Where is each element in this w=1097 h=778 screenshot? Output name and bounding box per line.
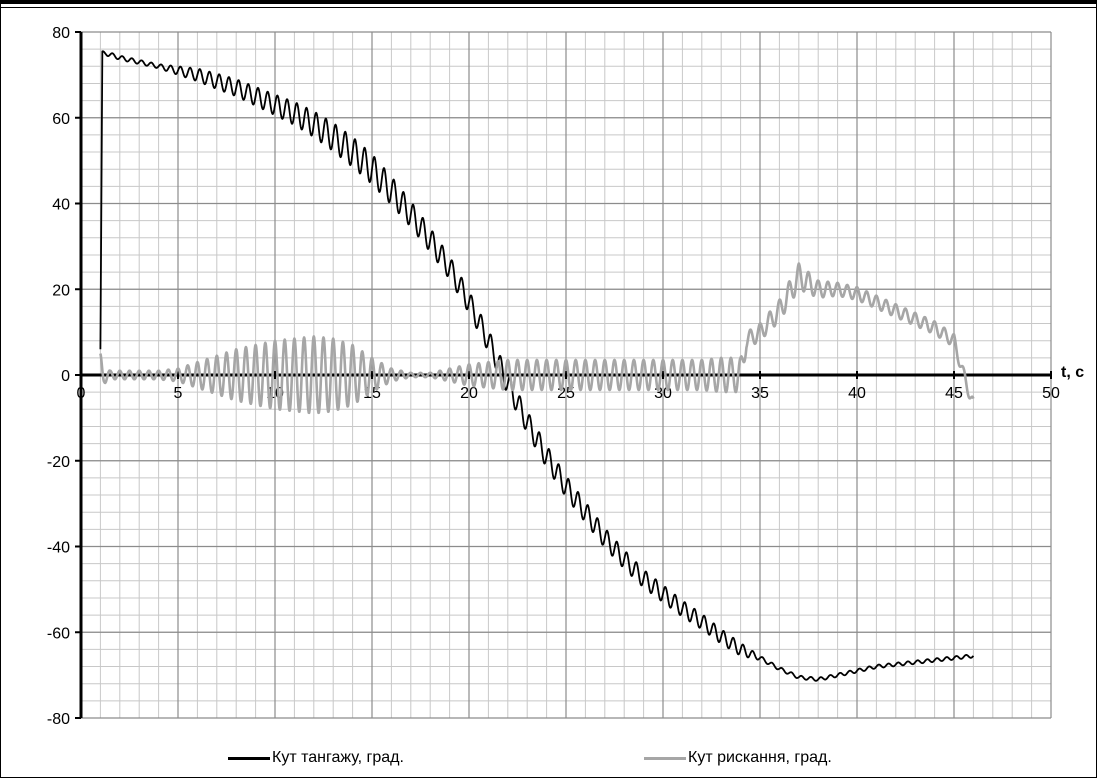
x-axis-title: t, c <box>1061 364 1084 381</box>
legend-swatch-yaw <box>644 756 686 760</box>
legend-swatch-pitch <box>228 756 270 760</box>
x-tick-label: 20 <box>460 385 478 402</box>
x-tick-label: 45 <box>945 385 963 402</box>
legend-item-pitch: Кут тангажу, град. <box>228 746 404 770</box>
legend-label-yaw: Кут рискання, град. <box>688 749 832 766</box>
y-tick-label: 60 <box>52 111 70 128</box>
legend-item-yaw: Кут рискання, град. <box>644 746 832 770</box>
y-tick-label: 0 <box>61 368 70 385</box>
y-tick-label: -20 <box>47 454 70 471</box>
y-tick-label: 40 <box>52 197 70 214</box>
y-tick-label: 20 <box>52 282 70 299</box>
y-tick-label: 80 <box>52 25 70 42</box>
series-lines <box>99 50 975 682</box>
y-tick-label: -40 <box>47 540 70 557</box>
x-tick-label: 40 <box>848 385 866 402</box>
legend-label-pitch: Кут тангажу, град. <box>272 749 404 766</box>
x-tick-label: 50 <box>1042 385 1060 402</box>
y-tick-label: -60 <box>47 625 70 642</box>
x-tick-label: 35 <box>751 385 769 402</box>
y-tick-label: -80 <box>47 711 70 728</box>
series-line-pitch <box>99 50 975 682</box>
x-tick-label: 0 <box>77 385 86 402</box>
x-tick-label: 5 <box>174 385 183 402</box>
top-border-thin <box>0 7 1097 8</box>
series-line-yaw <box>99 262 975 415</box>
top-border <box>0 0 1097 4</box>
